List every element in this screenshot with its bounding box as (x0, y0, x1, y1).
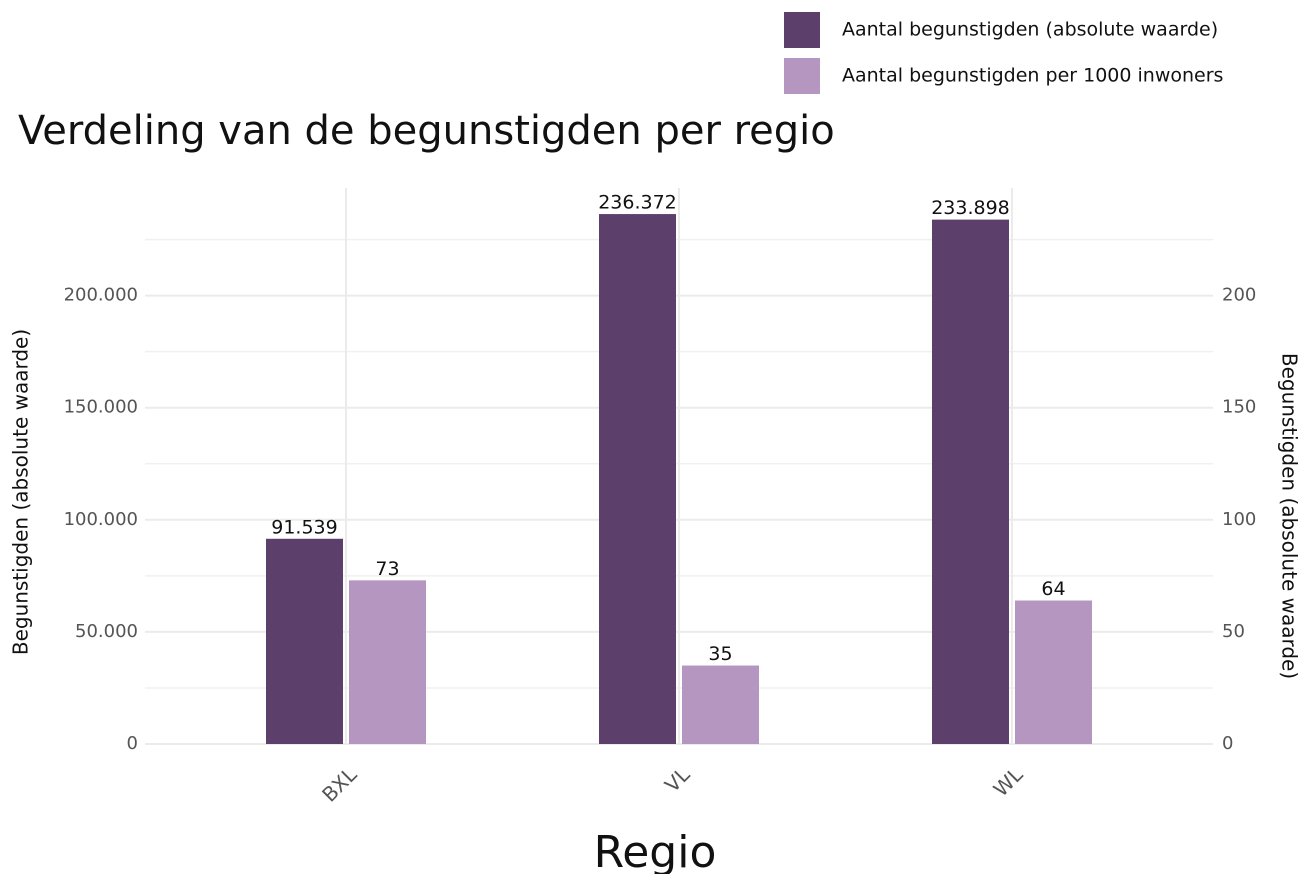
bar (349, 580, 426, 744)
y-axis-label: Begunstigden (absolute waarde) (9, 329, 33, 655)
legend-label: Aantal begunstigden per 1000 inwoners (842, 65, 1223, 87)
y2-tick-label: 150 (1222, 397, 1256, 418)
bar (682, 665, 759, 744)
legend-label: Aantal begunstigden (absolute waarde) (842, 19, 1218, 41)
data-label: 91.539 (271, 516, 337, 538)
data-label: 64 (1041, 578, 1065, 600)
chart-title: Verdeling van de begunstigden per regio (18, 108, 835, 154)
y2-tick-label: 50 (1222, 621, 1245, 642)
y-tick-label: 150.000 (64, 397, 138, 418)
y2-axis-label: Begunstigden (absolute waarde) (1278, 353, 1302, 679)
y-tick-label: 50.000 (75, 621, 138, 642)
x-tick-label: WL (989, 762, 1028, 801)
y2-tick-label: 0 (1222, 733, 1233, 754)
y-tick-label: 100.000 (64, 509, 138, 530)
y2-tick-label: 200 (1222, 285, 1256, 306)
data-label: 35 (708, 643, 732, 665)
x-tick-label: BXL (317, 762, 362, 807)
bar (1015, 600, 1092, 744)
bar (932, 219, 1009, 744)
y-tick-label: 200.000 (64, 285, 138, 306)
bar (599, 214, 676, 745)
data-label: 236.372 (598, 192, 677, 214)
legend-swatch (784, 12, 820, 48)
y-tick-label: 0 (127, 733, 138, 754)
data-label: 233.898 (931, 197, 1010, 219)
data-label: 73 (375, 558, 399, 580)
x-tick-label: VL (660, 762, 695, 797)
legend-swatch (784, 58, 820, 94)
x-axis-label: Regio (594, 827, 717, 874)
bar (266, 538, 343, 744)
y2-tick-label: 100 (1222, 509, 1256, 530)
